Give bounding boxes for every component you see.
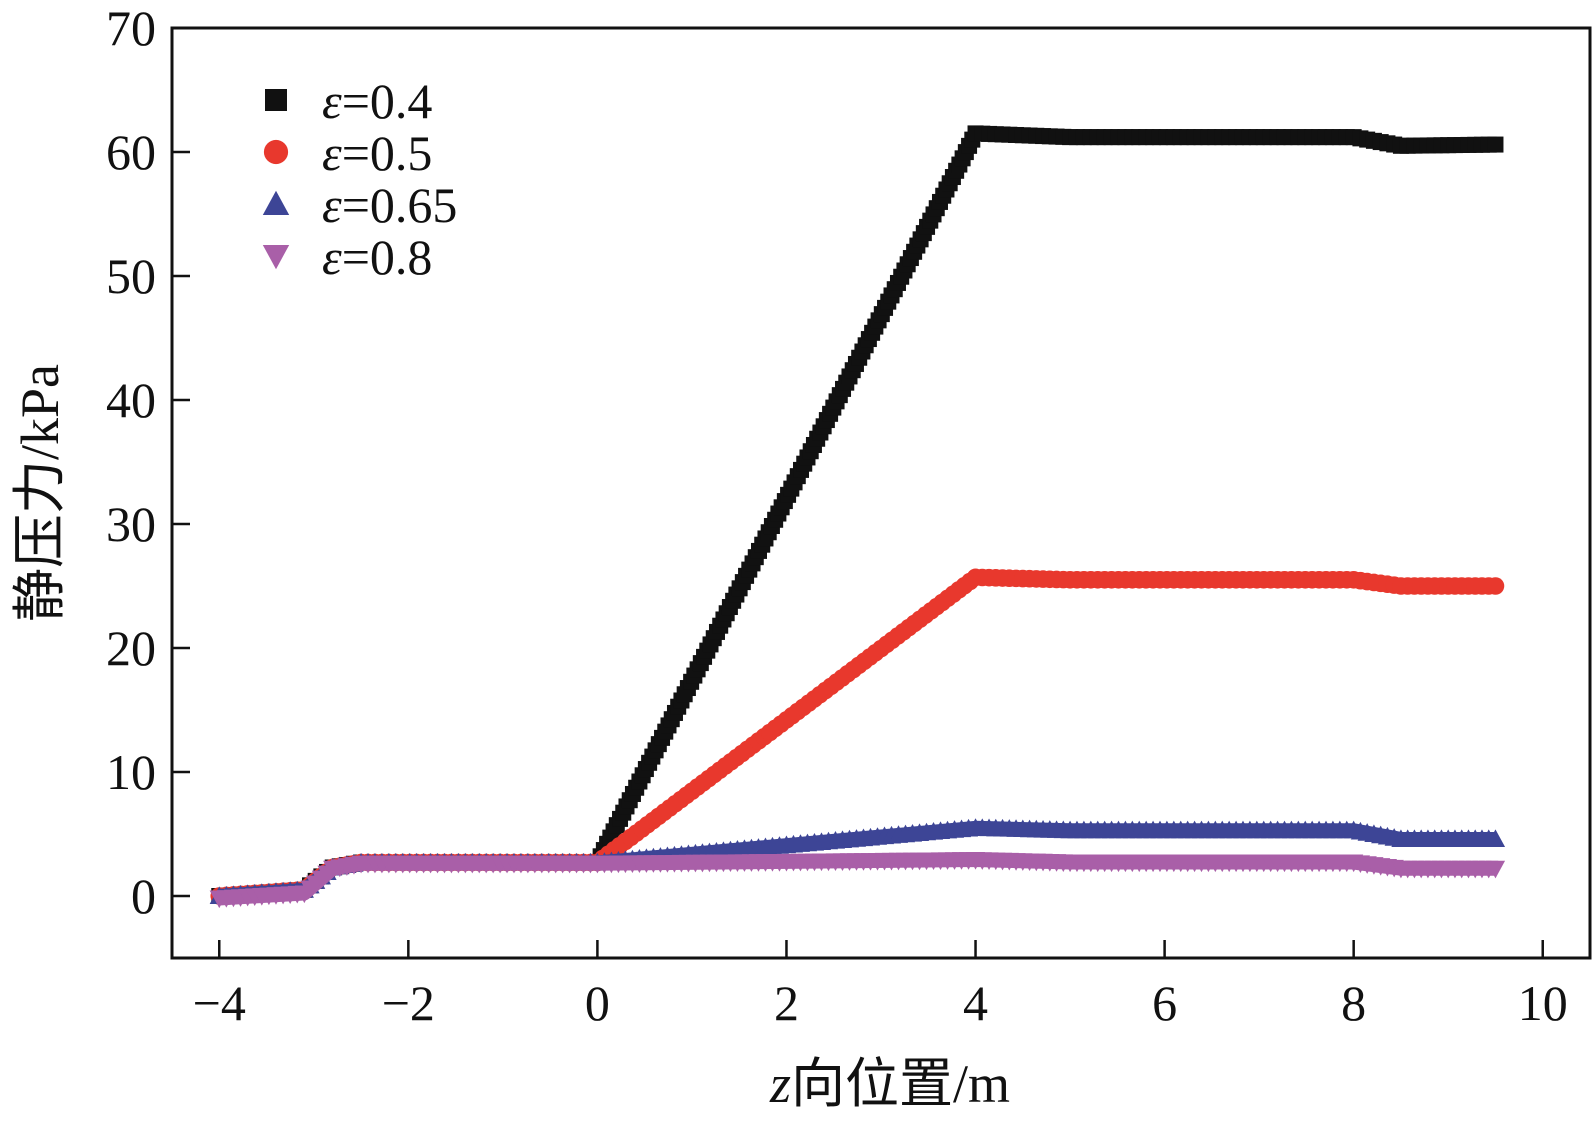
legend-label: ε=0.65: [322, 177, 457, 233]
legend-value: =0.5: [342, 125, 433, 181]
legend-symbol: ε: [322, 73, 342, 129]
x-tick-label: 2: [774, 975, 799, 1031]
legend-marker: [263, 139, 289, 165]
legend-symbol: ε: [322, 177, 342, 233]
x-tick-label: 0: [585, 975, 610, 1031]
legend-marker: [262, 190, 290, 215]
plot-frame: [170, 26, 1592, 960]
x-axis-label: z向位置/m: [769, 1054, 1010, 1114]
legend-value: =0.65: [342, 177, 458, 233]
y-ticks: 0 10 20 30 40 50 60 70: [106, 0, 190, 924]
y-tick-label: 30: [106, 496, 156, 552]
x-axis-label-italic: z: [769, 1054, 791, 1114]
data-point: [1487, 136, 1504, 153]
data-point: [1486, 577, 1505, 595]
x-tick-label: −2: [382, 975, 435, 1031]
legend-marker: [262, 245, 290, 270]
legend-symbol: ε: [322, 125, 342, 181]
legend-label: ε=0.5: [322, 125, 432, 181]
y-tick-label: 10: [106, 744, 156, 800]
x-tick-label: 6: [1152, 975, 1177, 1031]
legend-item: ε=0.65: [262, 177, 457, 233]
x-axis-label-rest: 向位置/m: [791, 1054, 1010, 1114]
legend-item: ε=0.5: [263, 125, 432, 181]
data-point: [1485, 860, 1506, 879]
x-tick-label: 4: [963, 975, 988, 1031]
legend-value: =0.8: [342, 229, 433, 285]
y-tick-label: 70: [106, 0, 156, 56]
legend-label: ε=0.4: [322, 73, 432, 129]
y-tick-label: 40: [106, 372, 156, 428]
series-4: [209, 852, 1506, 909]
x-ticks: −4 −2 0 2 4 6 8 10: [193, 940, 1568, 1031]
data-point: [1485, 829, 1506, 847]
x-tick-label: 8: [1341, 975, 1366, 1031]
y-axis-label: 静压力/kPa: [10, 364, 70, 622]
legend-marker: [265, 89, 287, 111]
legend-value: =0.4: [342, 73, 433, 129]
x-tick-label: −4: [193, 975, 246, 1031]
legend: ε=0.4ε=0.5ε=0.65ε=0.8: [262, 73, 457, 285]
y-tick-label: 20: [106, 620, 156, 676]
x-tick-label: 10: [1518, 975, 1568, 1031]
series-layer: [209, 125, 1506, 909]
legend-item: ε=0.4: [265, 73, 432, 129]
y-tick-label: 60: [106, 124, 156, 180]
series-line: [218, 570, 1496, 903]
legend-label: ε=0.8: [322, 229, 432, 285]
y-tick-label: 50: [106, 248, 156, 304]
y-tick-label: 0: [131, 868, 156, 924]
legend-item: ε=0.8: [262, 229, 432, 285]
legend-symbol: ε: [322, 229, 342, 285]
